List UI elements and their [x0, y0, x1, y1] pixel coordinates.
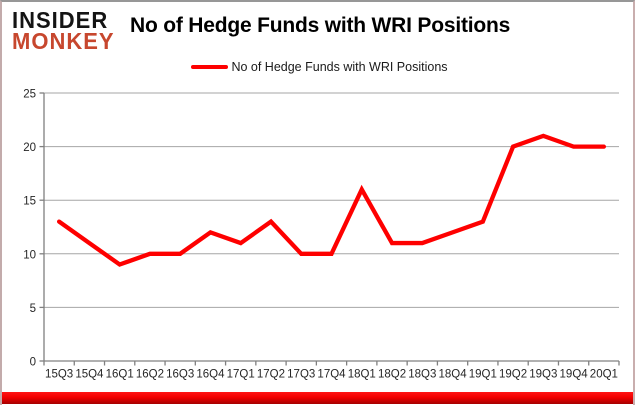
x-tick-label: 17Q3 [287, 369, 315, 381]
x-tick-label: 18Q1 [348, 369, 376, 381]
y-tick-label: 20 [23, 142, 36, 154]
x-tick-label: 16Q4 [196, 369, 225, 381]
x-tick-label: 17Q1 [227, 369, 255, 381]
x-tick-label: 17Q4 [317, 369, 346, 381]
x-tick-label: 16Q1 [106, 369, 134, 381]
x-tick-label: 18Q3 [408, 369, 436, 381]
x-tick-label: 19Q1 [469, 369, 497, 381]
x-tick-label: 20Q1 [590, 369, 618, 381]
x-tick-label: 19Q2 [499, 369, 527, 381]
y-tick-label: 25 [23, 89, 36, 101]
series-line [56, 133, 607, 267]
x-tick-label: 16Q2 [136, 369, 164, 381]
legend-line-swatch [191, 64, 229, 70]
x-tick-label: 17Q2 [257, 369, 285, 381]
chart-title: No of Hedge Funds with WRI Positions [130, 14, 511, 37]
insider-monkey-logo: INSIDER MONKEY [12, 6, 115, 55]
y-tick-label: 10 [23, 249, 36, 261]
x-tick-label: 16Q3 [166, 369, 194, 381]
x-tick-label: 15Q4 [75, 369, 104, 381]
y-tick-label: 0 [30, 357, 36, 369]
x-tick-label: 19Q4 [560, 369, 589, 381]
y-tick-label: 15 [23, 196, 36, 208]
x-tick-label: 19Q3 [529, 369, 557, 381]
logo-line-insider: INSIDER [12, 6, 109, 34]
y-tick-label: 5 [30, 303, 36, 315]
x-tick-label: 18Q4 [438, 369, 467, 381]
legend: No of Hedge Funds with WRI Positions [2, 58, 633, 76]
x-tick-label: 15Q3 [45, 369, 73, 381]
legend-label: No of Hedge Funds with WRI Positions [231, 60, 448, 74]
x-tick-label: 18Q2 [378, 369, 406, 381]
bottom-red-bar [2, 392, 633, 404]
logo-line-monkey: MONKEY [12, 27, 115, 55]
